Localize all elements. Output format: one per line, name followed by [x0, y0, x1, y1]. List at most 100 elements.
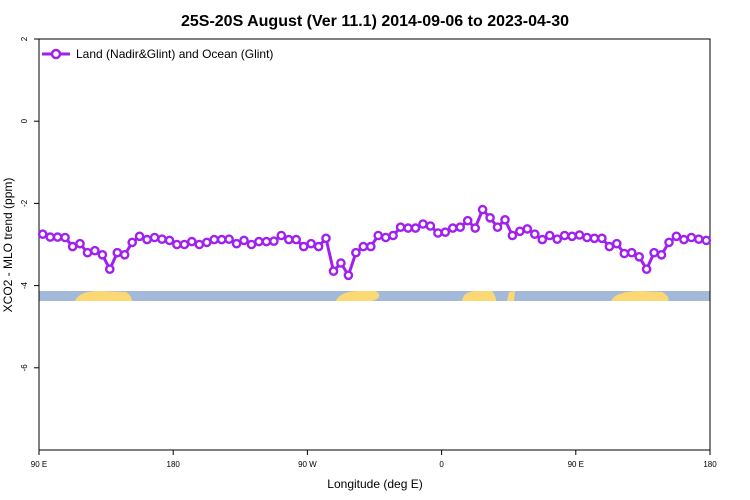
- data-point: [201, 237, 212, 248]
- data-point: [671, 231, 682, 242]
- y-axis-label: XCO2 - MLO trend (ppm): [1, 178, 15, 313]
- data-point: [149, 232, 160, 243]
- data-point: [477, 204, 488, 215]
- data-point: [97, 249, 108, 260]
- data-point: [37, 229, 48, 239]
- landmass: [462, 291, 496, 301]
- data-point: [679, 234, 689, 245]
- data-point: [209, 234, 219, 245]
- x-tick-label: 90 E: [31, 460, 47, 469]
- data-point: [589, 233, 600, 244]
- data-point: [574, 230, 585, 240]
- x-tick-label: 90 W: [298, 460, 317, 469]
- data-point: [380, 232, 391, 243]
- data-series: [37, 204, 712, 281]
- data-point: [283, 234, 294, 245]
- x-tick-label: 180: [167, 460, 181, 469]
- data-point: [447, 223, 458, 233]
- x-tick-label: 180: [703, 460, 717, 469]
- data-point: [582, 232, 592, 243]
- data-point: [164, 235, 175, 246]
- data-point: [626, 247, 637, 258]
- data-point: [291, 234, 302, 245]
- data-point: [395, 222, 406, 232]
- data-point: [649, 247, 659, 258]
- data-point: [90, 245, 100, 256]
- y-tick-label: -4: [20, 281, 29, 289]
- data-point: [373, 230, 384, 241]
- data-point: [462, 215, 473, 226]
- y-axis-ticks: 2 0 -2 -4 -6: [20, 36, 39, 371]
- x-tick-label: 90 E: [568, 460, 584, 469]
- data-point: [686, 232, 697, 243]
- data-point: [470, 223, 481, 233]
- landmass: [75, 291, 132, 301]
- data-point: [559, 230, 570, 241]
- legend: Land (Nadir&Glint) and Ocean (Glint): [42, 47, 273, 61]
- data-point: [425, 221, 436, 231]
- data-point: [112, 247, 123, 258]
- data-point: [172, 239, 182, 250]
- data-point: [194, 239, 205, 250]
- x-tick-label: 0: [439, 460, 444, 469]
- data-point: [544, 230, 555, 241]
- data-point: [276, 230, 287, 241]
- data-point: [641, 264, 652, 275]
- data-point: [433, 228, 443, 238]
- y-tick-label: -2: [20, 199, 29, 207]
- data-point: [507, 230, 518, 241]
- data-point: [343, 270, 354, 281]
- data-point: [537, 234, 548, 245]
- data-point: [75, 238, 85, 249]
- data-point: [157, 234, 167, 244]
- data-point: [694, 234, 704, 244]
- data-point: [142, 234, 152, 245]
- y-tick-label: 0: [20, 118, 29, 123]
- data-point: [82, 247, 93, 258]
- data-point: [336, 258, 346, 268]
- data-point: [358, 241, 369, 252]
- data-point: [119, 249, 130, 260]
- data-point: [224, 234, 234, 244]
- data-point: [216, 234, 227, 245]
- y-tick-label: -6: [20, 364, 29, 372]
- series-line: [42, 208, 707, 277]
- data-point: [634, 251, 645, 262]
- data-point: [612, 238, 622, 249]
- data-point: [52, 232, 63, 242]
- data-point: [388, 230, 398, 241]
- chart-title: 25S-20S August (Ver 11.1) 2014-09-06 to …: [181, 13, 569, 30]
- data-point: [328, 266, 339, 277]
- data-point: [313, 241, 324, 252]
- x-axis-ticks: 90 E 180 90 W 0 90 E 180: [31, 450, 717, 469]
- data-point: [410, 223, 421, 233]
- data-point: [67, 241, 78, 252]
- data-point: [254, 236, 264, 247]
- data-point: [298, 241, 309, 252]
- data-point: [321, 233, 331, 244]
- data-point: [127, 237, 137, 248]
- data-point: [231, 238, 242, 249]
- data-point: [530, 229, 540, 239]
- data-point: [60, 232, 70, 243]
- data-point: [179, 239, 190, 250]
- x-axis-label: Longitude (deg E): [327, 477, 422, 491]
- landmass: [611, 291, 669, 301]
- data-point: [365, 241, 376, 252]
- data-point: [701, 235, 712, 246]
- data-point: [418, 219, 428, 229]
- legend-marker-swatch: [50, 48, 62, 60]
- data-point: [664, 237, 674, 248]
- data-point: [597, 233, 607, 244]
- data-point: [134, 231, 145, 242]
- legend-label: Land (Nadir&Glint) and Ocean (Glint): [76, 47, 273, 61]
- data-point: [500, 214, 510, 225]
- landmass: [336, 291, 380, 301]
- data-point: [515, 226, 525, 237]
- data-point: [567, 231, 577, 242]
- data-point: [485, 212, 495, 223]
- data-point: [306, 238, 316, 249]
- data-point: [261, 236, 272, 247]
- data-point: [619, 248, 630, 259]
